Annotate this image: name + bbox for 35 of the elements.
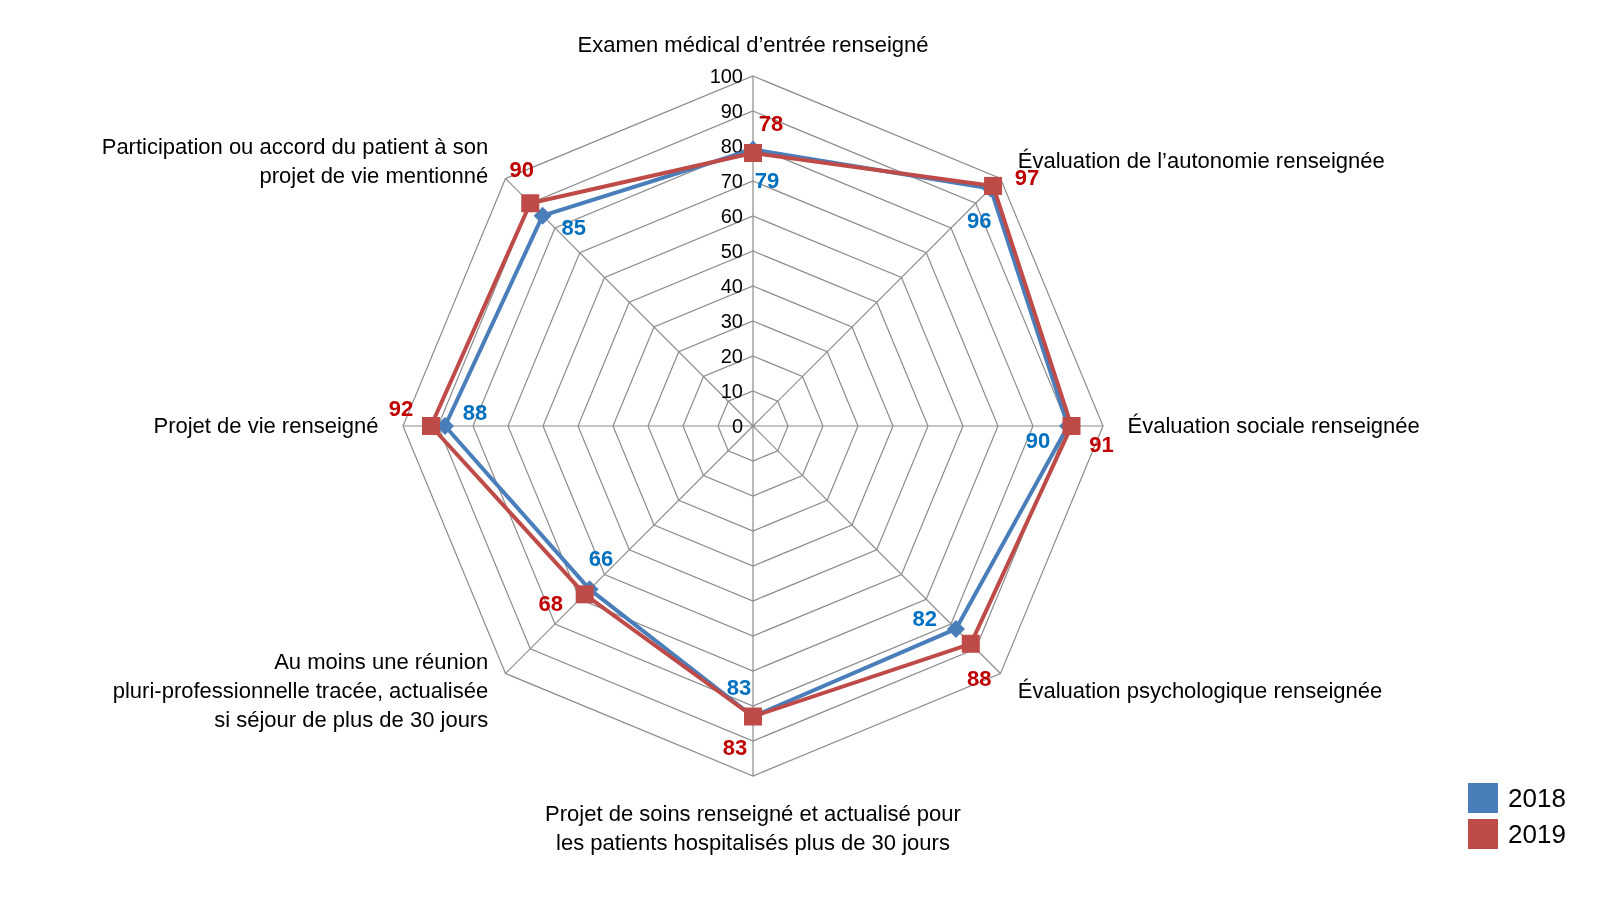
y-tick-label: 0 xyxy=(731,415,743,437)
data-label: 85 xyxy=(561,214,586,240)
y-tick-label: 100 xyxy=(709,65,743,87)
y-tick-label: 60 xyxy=(720,205,743,227)
spoke-label: Projet de soins renseigné et actualisé pour les patients hospitalisés plus de 30 jours xyxy=(545,800,961,855)
data-label: 90 xyxy=(1025,428,1051,453)
data-label: 82 xyxy=(912,605,938,631)
y-tick-label: 40 xyxy=(720,275,743,297)
y-tick-label: 80 xyxy=(720,135,743,157)
data-label: 78 xyxy=(758,111,784,136)
spoke-label: Au moins une réunion pluri-professionnelle tracée, actualisée si séjour de plus de 30 jours xyxy=(112,648,489,732)
data-label: 96 xyxy=(967,207,992,233)
spoke-label: Projet de vie renseigné xyxy=(153,413,379,438)
data-label: 88 xyxy=(967,665,992,691)
data-label: 88 xyxy=(462,400,488,425)
y-tick-label: 20 xyxy=(720,345,743,367)
y-tick-label: 70 xyxy=(720,170,743,192)
data-label: 92 xyxy=(388,396,414,421)
spoke-label: Participation ou accord du patient à son projet de vie mentionné xyxy=(101,133,489,188)
data-label: 79 xyxy=(754,167,780,193)
data-label: 83 xyxy=(726,674,752,700)
legend-label: 2018 xyxy=(1508,783,1566,813)
spoke-label: Examen médical d’entrée renseigné xyxy=(577,31,929,57)
y-tick-label: 30 xyxy=(720,310,743,332)
spoke-label: Évaluation psychologique renseignée xyxy=(1017,677,1383,703)
spoke-label: Évaluation sociale renseignée xyxy=(1127,413,1420,438)
y-tick-label: 90 xyxy=(720,100,743,122)
data-label: 68 xyxy=(538,590,564,616)
data-label: 91 xyxy=(1089,432,1114,457)
data-label: 83 xyxy=(722,734,748,760)
data-label: 90 xyxy=(509,157,535,183)
y-tick-label: 50 xyxy=(720,240,743,262)
data-label: 66 xyxy=(588,546,614,572)
legend-label: 2019 xyxy=(1508,819,1566,849)
y-tick-label: 10 xyxy=(720,380,743,402)
